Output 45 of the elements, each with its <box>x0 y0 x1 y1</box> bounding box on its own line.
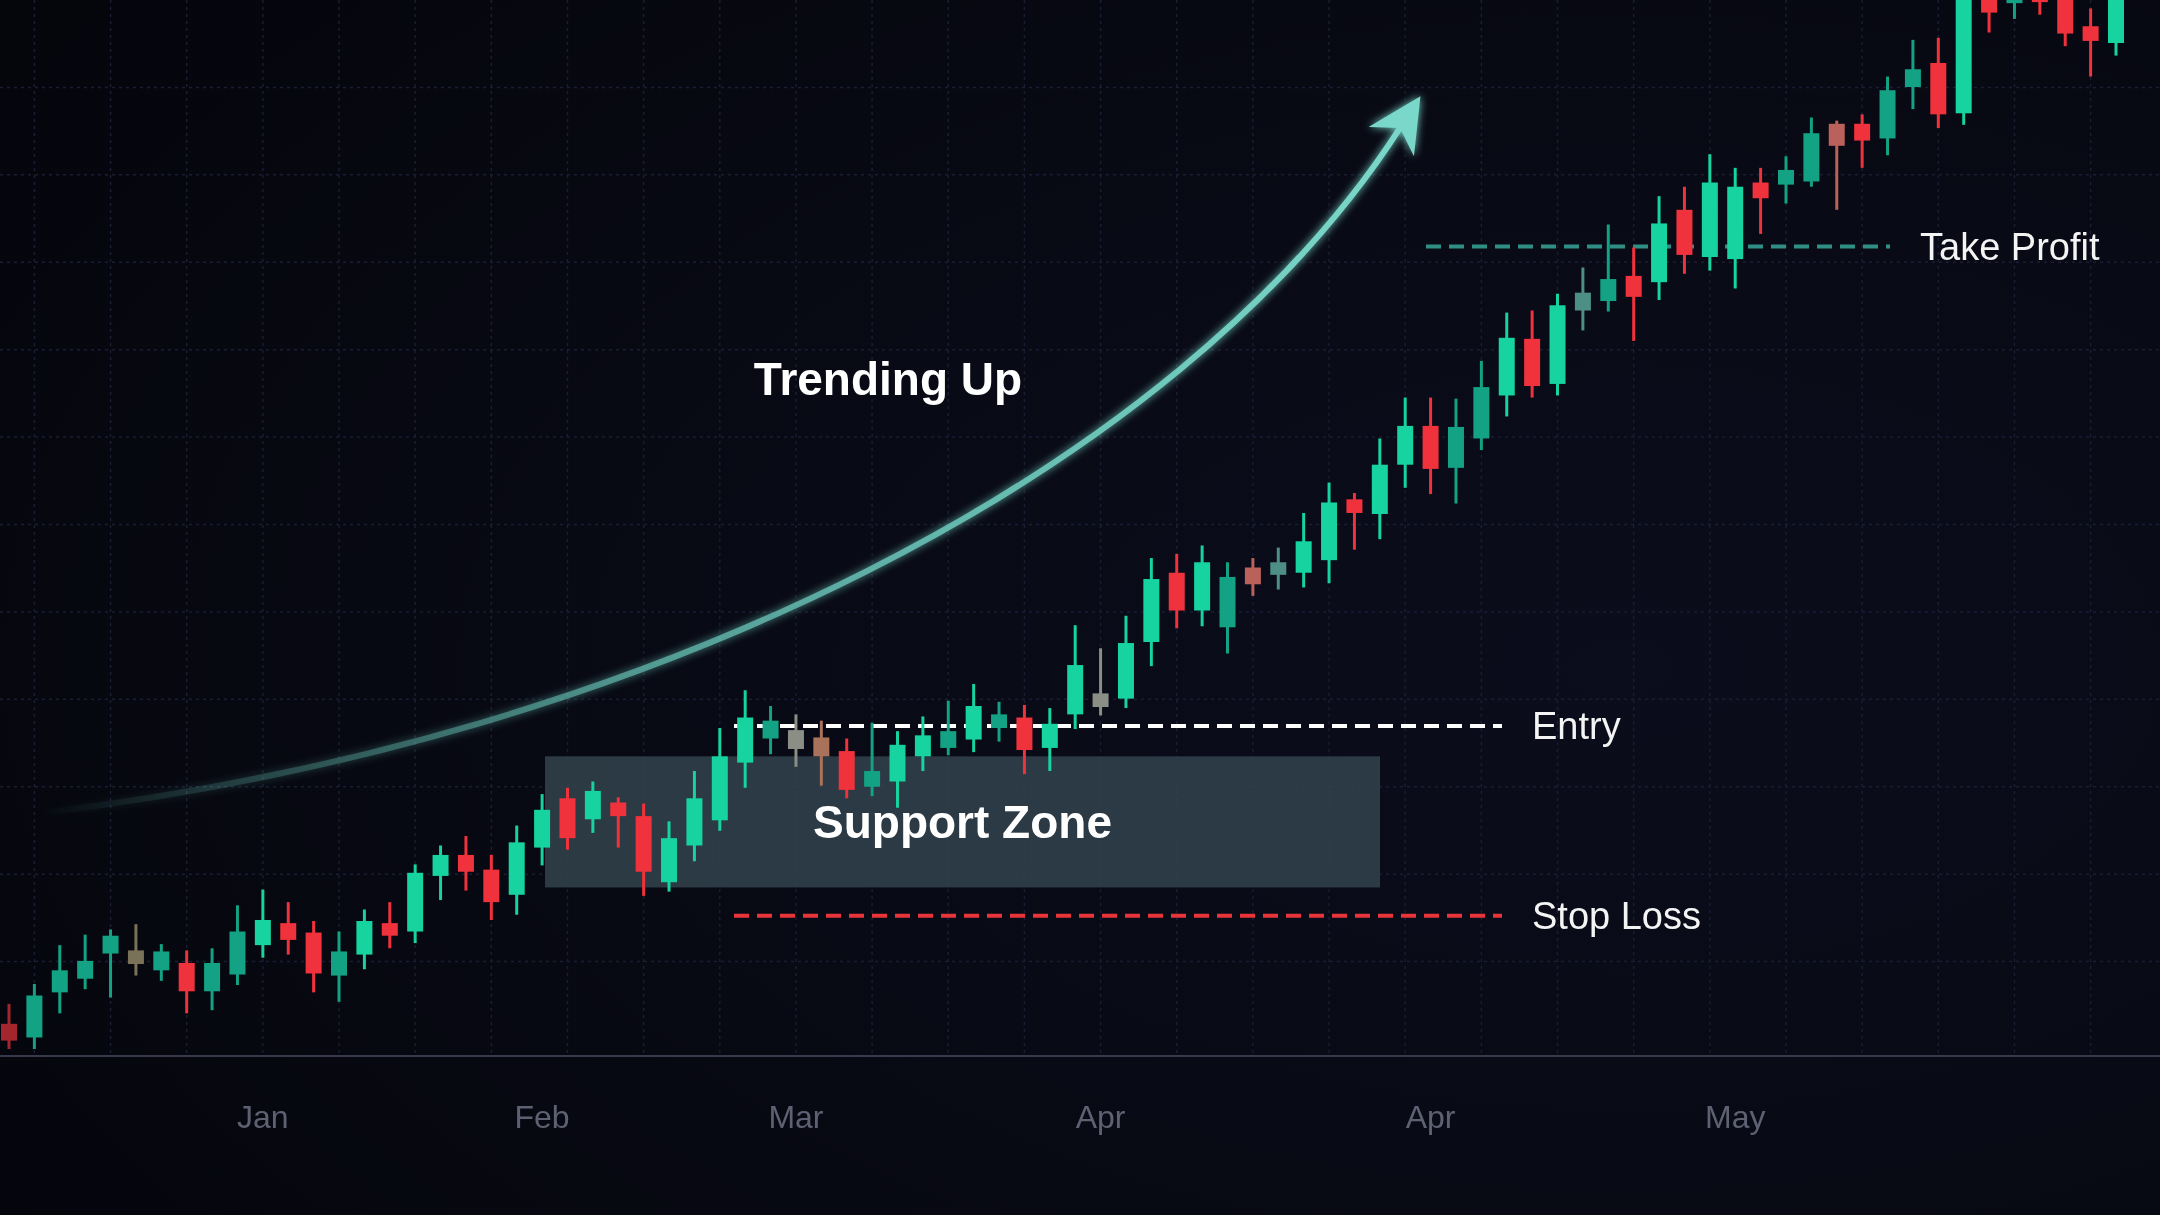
candlestick <box>1752 166 1769 234</box>
candlestick <box>1346 493 1363 550</box>
x-tick-label: Mar <box>768 1099 824 1135</box>
candlestick <box>1270 547 1287 590</box>
candlestick <box>1600 224 1617 312</box>
candlestick <box>1 1002 17 1049</box>
candlestick <box>1904 38 1921 111</box>
candlestick <box>280 902 297 955</box>
candlestick <box>153 944 170 981</box>
annotation: Trending Up <box>753 353 1023 405</box>
candlestick <box>127 924 144 976</box>
x-tick-label: Feb <box>514 1099 570 1135</box>
candlestick <box>1574 267 1591 331</box>
candlestick <box>432 845 449 902</box>
candlestick <box>1244 558 1261 596</box>
x-tick-label: May <box>1704 1099 1766 1135</box>
candlestick <box>610 797 627 848</box>
candlestick <box>940 700 957 756</box>
x-tick-label: Jan <box>237 1099 289 1135</box>
candlestick <box>1854 114 1871 168</box>
candlestick <box>77 934 94 991</box>
candlestick <box>2006 0 2023 19</box>
candlestick <box>991 700 1008 742</box>
candlestick <box>787 714 804 767</box>
candlestick <box>762 705 779 756</box>
candlestick <box>102 929 119 998</box>
x-tick-label: Apr <box>1075 1099 1126 1135</box>
candlestick <box>1625 247 1642 341</box>
candlestick <box>1092 648 1109 716</box>
band-label: Support Zone <box>813 795 1112 848</box>
x-tick-label: Apr <box>1405 1099 1456 1135</box>
ref-line-label: Entry <box>1532 704 1621 747</box>
candlestick <box>381 902 398 949</box>
candlestick <box>2082 8 2099 77</box>
candlestick <box>864 721 881 798</box>
candlestick <box>51 945 68 1014</box>
candlestick <box>457 836 474 891</box>
candlestick <box>1777 156 1794 204</box>
candlestick <box>914 716 931 772</box>
candlestick <box>1981 0 1998 33</box>
candlestick <box>1828 120 1845 210</box>
ref-line-label: Take Profit <box>1920 225 2100 268</box>
ref-line-label: Stop Loss <box>1532 894 1701 937</box>
candlestick <box>2031 0 2048 15</box>
candlestick <box>813 720 830 786</box>
